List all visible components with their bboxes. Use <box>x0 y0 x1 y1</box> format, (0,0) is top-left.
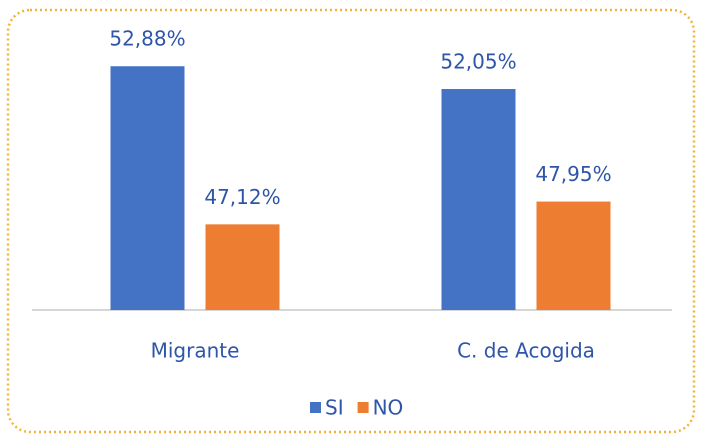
x-tick-label: Migrante <box>151 339 240 363</box>
data-label: 52,05% <box>440 50 516 74</box>
data-label: 52,88% <box>109 27 185 51</box>
legend-label: SI <box>325 396 344 420</box>
data-label: 47,12% <box>204 185 280 209</box>
bar <box>205 224 280 310</box>
legend-swatch <box>357 402 369 413</box>
bar <box>536 201 611 310</box>
bar <box>441 89 516 310</box>
bar <box>110 66 185 310</box>
legend-swatch <box>310 402 321 413</box>
data-label: 47,95% <box>535 162 611 186</box>
legend-label: NO <box>373 396 404 420</box>
x-tick-label: C. de Acogida <box>457 339 595 363</box>
